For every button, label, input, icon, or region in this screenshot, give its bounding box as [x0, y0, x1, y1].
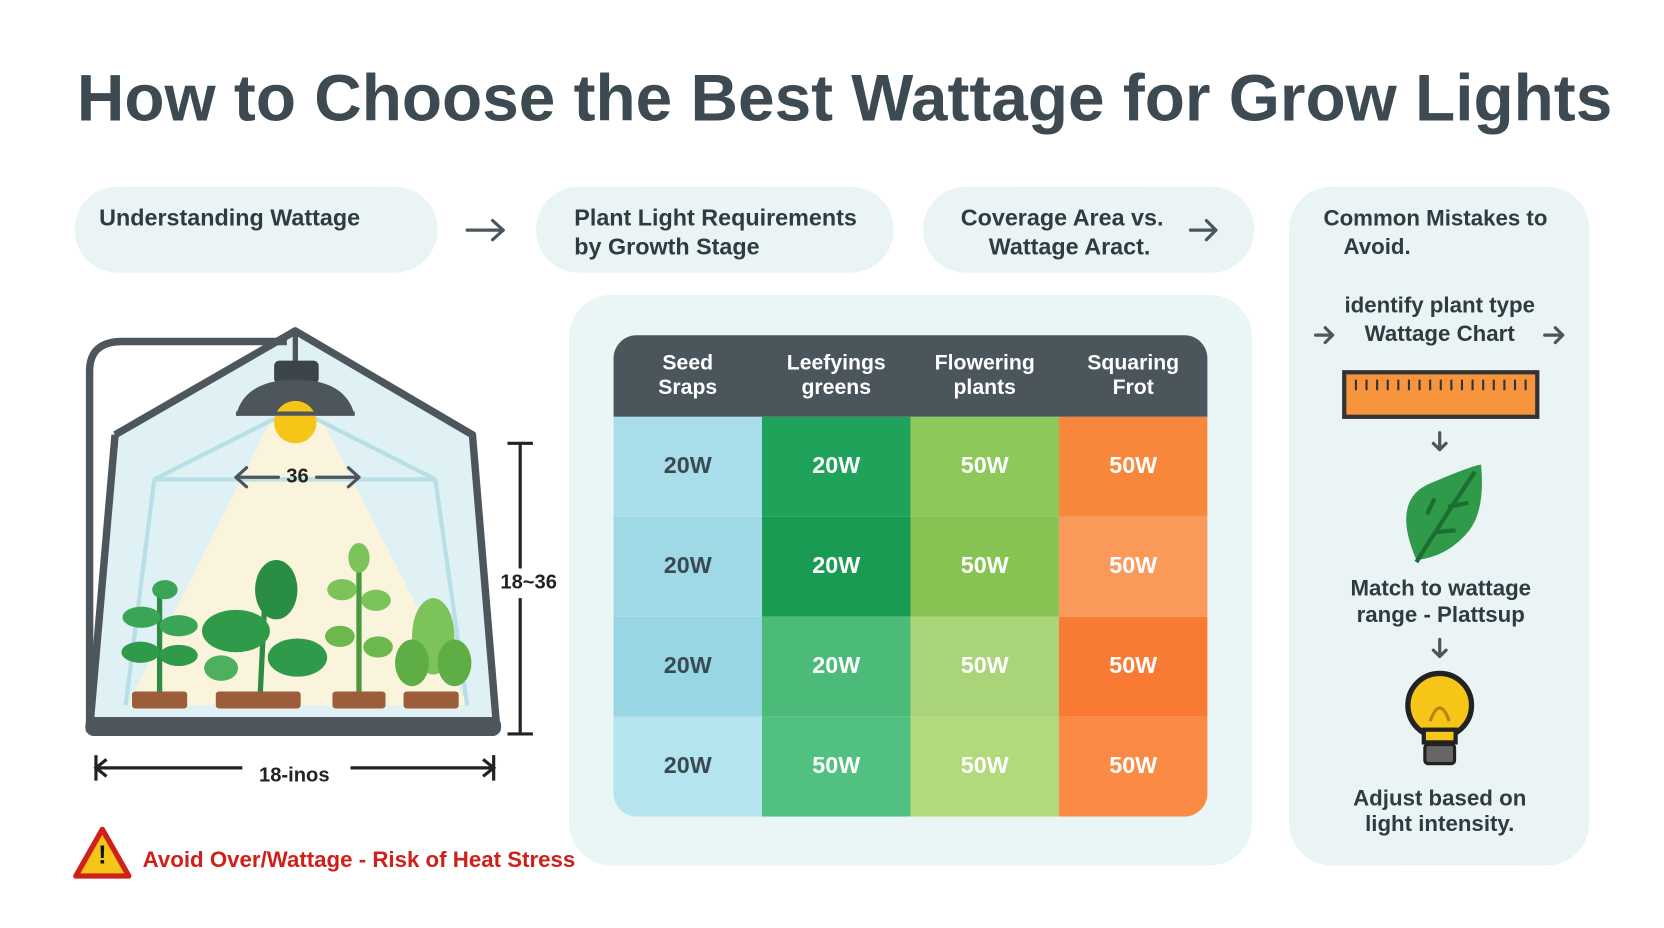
arrow — [1431, 431, 1448, 452]
step-pill — [74, 186, 438, 273]
leaf-icon — [1406, 464, 1482, 564]
table-cell — [1058, 516, 1208, 617]
dimension-label: 18~36 — [500, 572, 557, 594]
column-header: plants — [953, 376, 1015, 399]
table-cell — [1058, 716, 1208, 817]
sidebar-title: Common Mistakes to — [1323, 205, 1547, 230]
table-cell — [613, 616, 763, 717]
cell-value: 50W — [812, 752, 860, 778]
cell-value: 50W — [961, 552, 1009, 578]
cell-value: 50W — [961, 752, 1009, 778]
cell-value: 20W — [664, 452, 712, 478]
column-header: Frot — [1113, 376, 1154, 399]
cell-value: 20W — [664, 652, 712, 678]
table-cell — [613, 716, 763, 817]
cell-value: 50W — [1109, 652, 1157, 678]
step-label: Understanding Wattage — [99, 205, 360, 231]
sidebar-step: light intensity. — [1365, 811, 1514, 836]
table-cell — [613, 516, 763, 617]
cell-value: 20W — [812, 652, 860, 678]
table-header — [613, 335, 1208, 417]
cell-value: 20W — [664, 552, 712, 578]
cell-value: 50W — [961, 652, 1009, 678]
step-label: by Growth Stage — [574, 233, 759, 259]
cell-value: 20W — [812, 552, 860, 578]
table-cell — [762, 616, 911, 717]
table-cell — [910, 516, 1059, 617]
cell-value: 50W — [1109, 452, 1157, 478]
column-header: Seed — [662, 351, 713, 374]
arrow — [465, 219, 505, 242]
column-header: Leefyings — [787, 351, 886, 374]
sidebar-step: Match to wattage — [1350, 576, 1531, 601]
column-header: Flowering — [935, 351, 1035, 374]
arrow — [1314, 326, 1565, 345]
cell-value: 50W — [1109, 552, 1157, 578]
title: How to Choose the Best Wattage for Grow … — [77, 60, 1612, 134]
sidebar-step: range - Plattsup — [1357, 602, 1525, 627]
step-pill — [923, 186, 1255, 273]
ruler-icon — [1342, 370, 1540, 419]
label-bg — [496, 568, 561, 599]
warning-icon-mark: ! — [98, 842, 106, 870]
table-cell — [762, 516, 911, 617]
arrow — [1188, 219, 1218, 242]
dimension-label: 18-inos — [259, 765, 330, 787]
warning-text: Avoid Over/Wattage - Risk of Heat Stress — [143, 847, 576, 872]
step-label: Wattage Aract. — [989, 233, 1151, 259]
cell-value: 50W — [961, 452, 1009, 478]
column-header: greens — [801, 376, 871, 399]
column-header: Squaring — [1087, 351, 1179, 374]
table-cell — [1058, 616, 1208, 717]
table-cell — [1058, 416, 1208, 517]
table-cell — [613, 416, 763, 517]
table-cell — [910, 716, 1059, 817]
sidebar-step: identify plant type — [1344, 292, 1535, 317]
cell-value: 20W — [664, 752, 712, 778]
table-cell — [762, 716, 911, 817]
greenhouse-illustration — [85, 327, 533, 781]
cell-value: 50W — [1109, 752, 1157, 778]
arrow — [1431, 637, 1448, 659]
cell-value: 20W — [812, 452, 860, 478]
sidebar-title: Avoid. — [1344, 234, 1411, 259]
sidebar-step: Adjust based on — [1353, 786, 1526, 811]
step-label: Plant Light Requirements — [574, 205, 857, 231]
bulb-icon — [1405, 670, 1475, 766]
warning-icon — [73, 826, 132, 879]
sidebar-step: Wattage Chart — [1365, 321, 1516, 346]
table-cell — [762, 416, 911, 517]
column-header: Sraps — [658, 376, 717, 399]
table-cell — [910, 616, 1059, 717]
step-pill — [536, 186, 894, 273]
dimension-label: 36 — [286, 466, 308, 488]
table-cell — [910, 416, 1059, 517]
step-label: Coverage Area vs. — [961, 205, 1164, 231]
